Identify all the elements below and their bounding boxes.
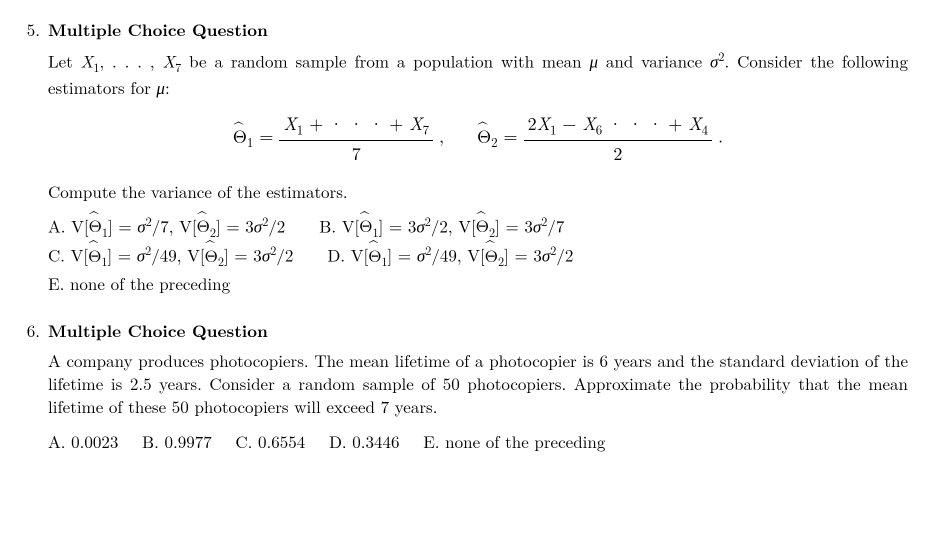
question-title: Multiple Choice Question	[48, 18, 268, 42]
choice-line-2: C. V[Θ1] = σ2/49, V[Θ2] = 3σ2/2 D. V[Θ1]…	[48, 242, 908, 270]
question-intro: Let X1, . . . , X7 be a random sample fr…	[48, 48, 908, 99]
choice-line-3: E. none of the preceding	[48, 272, 908, 295]
question-title-line: Multiple Choice Question	[48, 319, 908, 343]
question-number: 5.	[10, 18, 48, 297]
question-title: Multiple Choice Question	[48, 319, 268, 343]
question-6: 6. Multiple Choice Question A company pr…	[10, 319, 908, 453]
question-body: Multiple Choice Question Let X1, . . . ,…	[48, 18, 908, 297]
estimators-formula: Θ1 = X1 + · · · + X77 , Θ2 = 2X1 − X6 · …	[48, 112, 908, 165]
question-number: 6.	[10, 319, 48, 453]
question-intro: A company produces photocopiers. The mea…	[48, 349, 908, 418]
compute-instruction: Compute the variance of the estimators.	[48, 180, 908, 203]
question-body: Multiple Choice Question A company produ…	[48, 319, 908, 453]
choice-c: C. 0.6554	[235, 429, 305, 453]
answer-choices: A. V[Θ1] = σ2/7, V[Θ2] = 3σ2/2 B. V[Θ1] …	[48, 213, 908, 295]
answer-choices: A. 0.0023 B. 0.9977 C. 0.6554 D. 0.3446 …	[48, 430, 908, 453]
choice-line-1: A. V[Θ1] = σ2/7, V[Θ2] = 3σ2/2 B. V[Θ1] …	[48, 213, 908, 241]
choice-b: B. 0.9977	[142, 429, 212, 453]
choice-a: A. 0.0023	[48, 429, 118, 453]
question-title-line: Multiple Choice Question	[48, 18, 908, 42]
question-5: 5. Multiple Choice Question Let X1, . . …	[10, 18, 908, 297]
choice-e: E. none of the preceding	[423, 429, 605, 453]
choice-d: D. 0.3446	[329, 429, 400, 453]
